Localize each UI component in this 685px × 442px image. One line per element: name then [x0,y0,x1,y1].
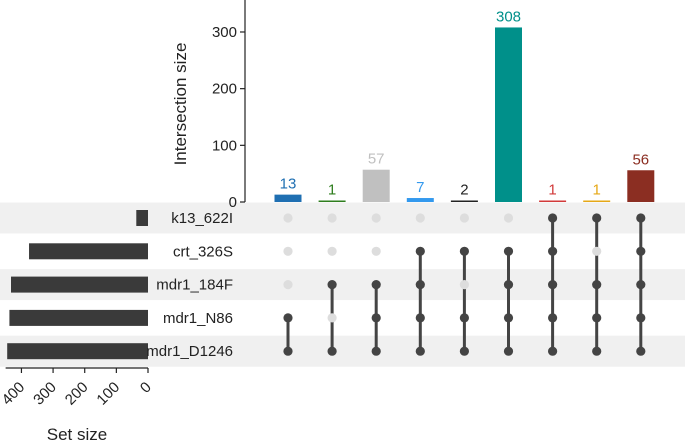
intersection-bars: 13 1 57 7 2 308 1 1 56 [274,8,655,202]
set-label: crt_326S [173,243,233,260]
y-tick-label: 100 [212,137,237,154]
intersection-bar-label: 1 [328,182,336,199]
matrix-dot-active [592,213,602,223]
intersection-bar [406,198,434,202]
matrix-dot-active [459,346,469,356]
matrix-dot-active [548,213,558,223]
matrix-stripe [0,202,685,234]
intersection-bar [450,200,478,202]
matrix-dot-active [503,280,514,290]
matrix-dot-active [592,313,602,323]
matrix-dot-inactive [283,280,293,290]
matrix-dot-active [415,313,425,323]
set-size-bars [7,210,149,360]
intersection-bar [627,170,655,202]
matrix-dot-active [283,346,293,356]
matrix-dot-active [636,213,646,223]
y-tick-label: 200 [212,81,237,98]
matrix-dot-active [415,280,425,290]
set-label: mdr1_N86 [163,310,233,327]
matrix-dot-active [636,346,646,356]
intersection-bar [583,200,611,202]
intersection-bar [495,27,522,202]
matrix-dot-active [371,280,381,290]
set-size-tick-label: 300 [30,379,60,409]
intersection-axis: 0 100 200 300 [212,0,246,211]
matrix-dot-inactive [459,213,469,223]
matrix-stripes [0,202,685,367]
matrix-dot-inactive [283,213,293,223]
y-tick-label: 0 [229,194,237,211]
intersection-bar [274,194,302,202]
intersection-bar-label: 57 [368,151,385,168]
intersection-bar [362,169,390,202]
set-label: mdr1_184F [156,277,233,294]
intersection-bar [318,200,346,202]
matrix-dot-active [327,346,337,356]
y-axis-title: Intersection size [171,43,190,166]
matrix-dot-inactive [327,246,337,256]
matrix-dot-active [636,313,646,323]
intersection-bar-label: 7 [416,179,424,196]
matrix-dot-active [283,313,293,323]
matrix-dot-inactive [327,313,337,323]
matrix-dot-active [371,346,381,356]
intersection-bar-label: 13 [280,176,297,193]
matrix-dot-inactive [283,246,293,256]
set-size-bar [136,210,148,226]
matrix-dot-active [548,313,558,323]
matrix-dot-active [415,246,425,256]
intersection-bar-label: 1 [548,182,556,199]
matrix-dot-active [636,280,646,290]
set-size-bar [10,276,149,293]
matrix-dot-active [371,313,381,323]
intersection-bar [539,200,567,202]
matrix-dots [283,213,646,356]
set-size-tick-label: 200 [62,379,92,409]
matrix-dot-inactive [371,246,381,256]
set-size-axis: 400 300 200 100 0 [0,367,155,409]
matrix-dot-active [415,346,425,356]
matrix-dot-inactive [592,246,602,256]
matrix-dot-active [548,346,558,356]
matrix-dot-inactive [503,213,514,223]
matrix-dot-active [548,246,558,256]
matrix-dot-inactive [327,213,337,223]
intersection-bar-label: 2 [460,182,468,199]
matrix-dot-inactive [371,213,381,223]
set-size-tick-label: 400 [0,379,28,409]
set-size-bar [9,309,149,326]
matrix-dot-inactive [415,213,425,223]
matrix-dot-active [503,246,514,256]
set-label: mdr1_D1246 [146,343,233,360]
matrix-dot-active [592,346,602,356]
set-labels: k13_622I crt_326S mdr1_184F mdr1_N86 mdr1_D1… [146,210,233,360]
matrix-dot-active [636,246,646,256]
set-size-tick-label: 0 [137,379,155,397]
intersection-bar-label: 1 [593,182,601,199]
set-size-bar [7,343,149,360]
matrix-dot-active [327,280,337,290]
matrix-dot-active [459,313,469,323]
x-axis-title: Set size [47,425,107,442]
set-size-tick-label: 100 [93,379,123,409]
intersection-bar-label: 56 [632,151,649,168]
matrix-dot-inactive [459,280,469,290]
set-label: k13_622I [171,210,233,227]
matrix-dot-active [503,313,514,323]
matrix-dot-active [503,346,514,356]
matrix-dot-active [459,246,469,256]
matrix-dot-active [592,280,602,290]
y-tick-label: 300 [212,24,237,41]
set-size-bar [29,243,148,260]
matrix-dot-active [548,280,558,290]
intersection-bar-label: 308 [496,8,521,25]
